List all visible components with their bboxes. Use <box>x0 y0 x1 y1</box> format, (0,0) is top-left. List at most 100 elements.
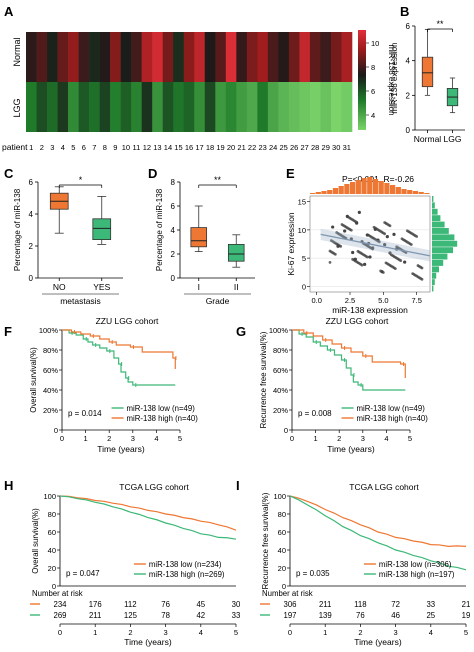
histogram-bar <box>432 285 434 292</box>
heatmap-cell <box>183 82 195 132</box>
risk-count: 176 <box>89 600 102 609</box>
histogram-bar <box>310 193 316 194</box>
heatmap-cell <box>36 82 48 132</box>
x-tick-label: LGG <box>444 134 462 144</box>
heatmap-cell <box>194 32 206 82</box>
heatmap-cell <box>278 82 290 132</box>
boxplot-c: 0 2 4 6 Percentage of miR-138 NO YES * metastasi… <box>13 175 123 306</box>
patient-tick-label: 15 <box>174 143 182 152</box>
y-tick-label: 5 <box>302 254 306 263</box>
panel-letter-a: A <box>4 4 14 19</box>
x-tick-label: 2 <box>337 434 341 443</box>
histogram-bar <box>390 185 396 194</box>
scatter-point <box>389 253 393 257</box>
x-tick-label: 2.5 <box>345 296 355 305</box>
heatmap-cell <box>225 32 237 82</box>
heatmap-cell <box>215 82 227 132</box>
heatmap-cell <box>99 32 111 82</box>
risk-count: 197 <box>283 611 296 620</box>
chart-title: TCGA LGG cohort <box>119 482 189 492</box>
y-tick-label: 20% <box>43 406 58 415</box>
row-label-lgg: LGG <box>12 98 22 117</box>
risk-count: 33 <box>426 600 435 609</box>
legend-label: miR-138 high (n=197) <box>379 570 455 579</box>
risk-count: 72 <box>391 600 400 609</box>
y-tick-label: 60 <box>48 528 56 537</box>
patient-tick-label: 13 <box>153 143 161 152</box>
histogram-bar <box>350 182 356 194</box>
risk-count: 112 <box>124 600 136 609</box>
heatmap-cell <box>57 82 69 132</box>
x-tick-label: 5 <box>178 434 182 443</box>
heatmap-cell <box>320 82 332 132</box>
y-axis-label: Ki-67 expression <box>286 212 296 276</box>
x-tick-label: 4 <box>199 628 203 637</box>
km-plot-g: ZZU LGG cohort 0 20% 40% 60% 80% 100% 0 1 2 3 4 5 Rec… <box>259 316 428 454</box>
y-axis-label: miR-138 expression <box>390 42 399 113</box>
histogram-bar <box>344 184 350 194</box>
scatter-e: P=<0.001, R=-0.26 0.0 2.5 5.0 7.5 0 5 10 15 miR-1… <box>286 174 458 315</box>
y-tick-label: 10 <box>298 226 306 235</box>
scatter-point <box>351 257 355 261</box>
patient-tick-label: 11 <box>133 143 141 152</box>
heatmap-cell <box>215 32 227 82</box>
scatter-point <box>367 233 371 237</box>
histogram-bar <box>412 191 419 194</box>
x-tick-label: II <box>234 282 239 292</box>
heatmap-cell <box>47 82 58 132</box>
risk-count: 45 <box>196 600 205 609</box>
y-axis-label: Recurrence free survival(%) <box>259 331 268 428</box>
heatmap-cell <box>152 32 164 82</box>
histogram-bar <box>432 221 445 228</box>
y-tick-label: 4 <box>406 57 411 66</box>
x-tick-label: 2 <box>358 628 362 637</box>
risk-count: 21 <box>462 600 471 609</box>
panel-letter-f: F <box>4 324 12 339</box>
patient-tick-label: 9 <box>113 143 117 152</box>
x-tick-label: 1 <box>84 434 88 443</box>
risk-count: 78 <box>161 611 170 620</box>
heatmap-cell <box>120 32 132 82</box>
scatter-point <box>335 231 339 234</box>
heatmap-cell <box>341 82 353 132</box>
heatmap-cell <box>288 32 300 82</box>
heatmap-cell <box>299 32 311 82</box>
histogram-bar <box>315 192 321 194</box>
x-tick-label: 0 <box>60 434 64 443</box>
patient-tick-label: 7 <box>92 143 96 152</box>
histogram-bar <box>338 186 344 194</box>
km-plot-f: ZZU LGG cohort 0 20% 40% 60% 80% 100% 0 1 2 3 4 5 Ove… <box>29 316 198 454</box>
heatmap-cell <box>173 32 185 82</box>
y-tick-label: 40 <box>278 546 286 555</box>
heatmap-cell <box>99 82 111 132</box>
x-tick-label: 1 <box>323 628 327 637</box>
scatter-point <box>385 235 389 239</box>
patient-tick-label: 21 <box>237 143 245 152</box>
heatmap-cell <box>341 32 353 82</box>
y-tick-label: 40% <box>43 386 58 395</box>
histogram-bar <box>407 190 413 194</box>
x-tick-label: 4 <box>154 434 158 443</box>
heatmap-cell <box>26 82 37 132</box>
histogram-bar <box>432 234 455 241</box>
heatmap-cell <box>183 32 195 82</box>
heatmap-cell <box>257 32 269 82</box>
heatmap-cell <box>78 82 90 132</box>
x-tick-label: 3 <box>164 628 168 637</box>
risk-count: 125 <box>124 611 138 620</box>
y-tick-label: 60 <box>278 528 286 537</box>
y-tick-label: 60% <box>43 366 58 375</box>
x-tick-label: 7.5 <box>411 296 421 305</box>
histogram-bar <box>327 190 333 194</box>
heatmap-cell <box>131 82 142 132</box>
risk-count: 139 <box>319 611 332 620</box>
scatter-point <box>383 242 387 247</box>
heatmap-cell <box>78 32 90 82</box>
heatmap-cell <box>141 32 153 82</box>
colorbar-label: miR-138 expression <box>387 44 396 115</box>
patient-tick-label: 24 <box>269 143 277 152</box>
scatter-point <box>383 221 387 224</box>
scatter-point <box>328 249 332 253</box>
heatmap-cell <box>57 32 69 82</box>
